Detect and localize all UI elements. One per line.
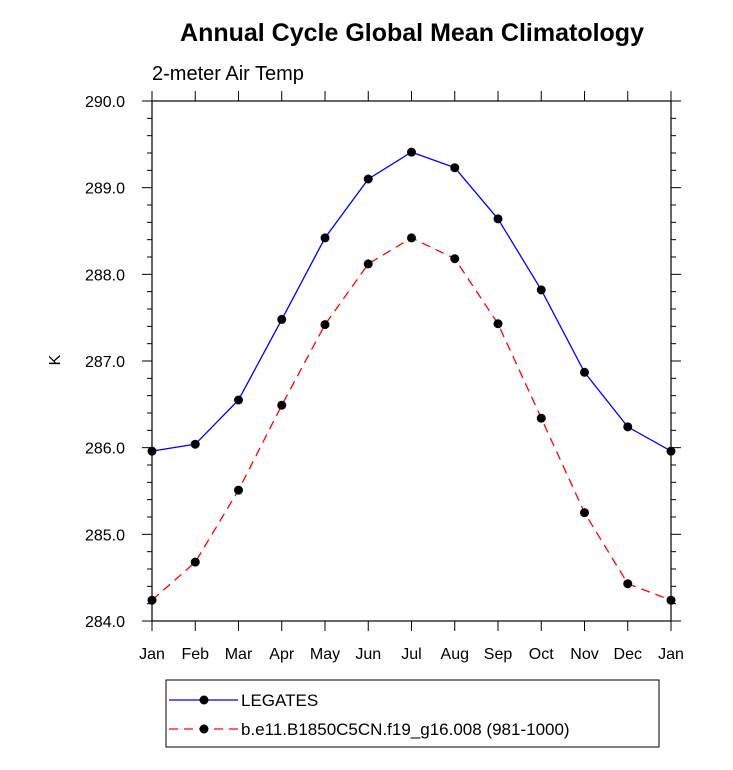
axis-ticks: 284.0 285.0 286.0 287.0 288.0 289.0 290.0 Jan Fe…: [85, 91, 684, 663]
data-point: [536, 413, 546, 423]
data-point: [623, 422, 633, 432]
y-tick-label: 290.0: [85, 94, 125, 111]
x-tick-label: Jul: [401, 646, 421, 663]
x-tick-label: Jan: [139, 646, 165, 663]
data-point: [623, 579, 633, 589]
data-point: [147, 446, 157, 456]
x-tick-label: Aug: [441, 646, 469, 663]
y-axis-label: K: [47, 354, 64, 365]
data-point: [363, 174, 373, 184]
y-tick-label: 289.0: [85, 181, 125, 198]
data-point: [190, 439, 200, 449]
y-tick-label: 288.0: [85, 267, 125, 284]
x-tick-label: Oct: [529, 646, 554, 663]
legend-box: [165, 679, 660, 748]
x-tick-label: Mar: [225, 646, 253, 663]
data-point: [277, 314, 287, 324]
chart-title: Annual Cycle Global Mean Climatology: [180, 19, 644, 47]
data-point: [493, 319, 503, 329]
legend: LEGATES b.e11.B1850C5CN.f19_g16.008 (981-…: [165, 679, 660, 748]
data-point: [536, 285, 546, 295]
legend-marker-1: [199, 724, 209, 734]
y-tick-label: 284.0: [85, 614, 125, 631]
data-point: [147, 595, 157, 605]
data-point: [320, 233, 330, 243]
data-point: [407, 147, 416, 157]
data-point: [363, 259, 373, 269]
data-point: [277, 400, 287, 410]
x-tick-label: Jun: [355, 646, 381, 663]
data-point: [320, 320, 330, 330]
data-point: [450, 163, 460, 173]
series-line-1: [151, 237, 672, 601]
series-layer: [147, 147, 676, 605]
x-tick-label: May: [310, 646, 340, 663]
data-point: [580, 367, 589, 377]
y-tick-label: 285.0: [85, 527, 125, 544]
x-tick-label: Feb: [181, 646, 209, 663]
y-tick-label: 286.0: [85, 441, 125, 458]
data-point: [450, 254, 460, 264]
series-line-0: [151, 151, 672, 452]
data-point: [493, 214, 503, 224]
x-tick-label: Dec: [614, 646, 642, 663]
legend-label-0: LEGATES: [241, 691, 318, 710]
data-point: [666, 595, 676, 605]
y-tick-label: 287.0: [85, 354, 125, 371]
legend-marker-0: [199, 695, 209, 705]
data-point: [234, 485, 243, 495]
legend-label-1: b.e11.B1850C5CN.f19_g16.008 (981-1000): [241, 720, 570, 739]
data-point: [190, 557, 200, 567]
plot-frame: [151, 100, 672, 622]
data-point: [407, 233, 416, 243]
x-tick-label: Apr: [269, 646, 295, 663]
x-tick-label: Sep: [484, 646, 513, 663]
data-point: [580, 508, 589, 518]
chart-subtitle: 2-meter Air Temp: [152, 63, 304, 85]
x-tick-label: Jan: [658, 646, 684, 663]
data-point: [666, 446, 676, 456]
x-tick-label: Nov: [570, 646, 598, 663]
data-point: [234, 395, 243, 405]
